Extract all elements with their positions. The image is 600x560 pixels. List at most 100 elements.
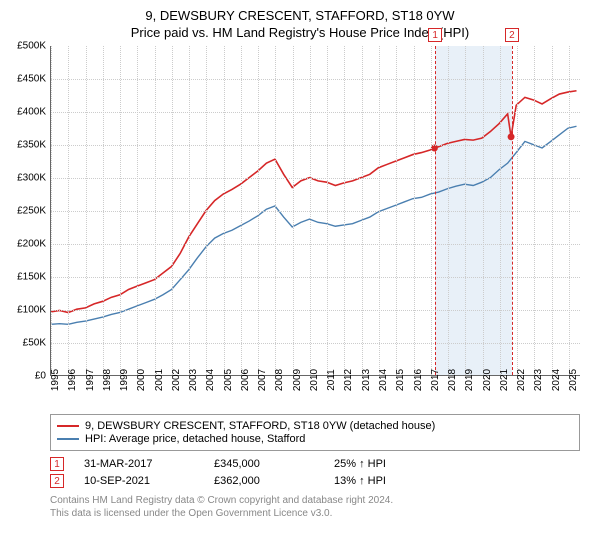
- event-date: 10-SEP-2021: [84, 475, 194, 487]
- gridline-v: [414, 46, 415, 375]
- x-tick-label: 2010: [309, 369, 320, 391]
- gridline-v: [224, 46, 225, 375]
- x-tick-label: 2016: [413, 369, 424, 391]
- x-tick-label: 1995: [50, 369, 61, 391]
- event-row: 2 10-SEP-2021 £362,000 13% ↑ HPI: [50, 474, 580, 488]
- gridline-v: [327, 46, 328, 375]
- x-tick-label: 2017: [430, 369, 441, 391]
- event-price: £345,000: [214, 458, 314, 470]
- x-tick-label: 2008: [274, 369, 285, 391]
- y-tick-label: £50K: [23, 338, 46, 349]
- footer-line-2: This data is licensed under the Open Gov…: [50, 507, 590, 520]
- x-tick-label: 2018: [447, 369, 458, 391]
- event-badge: 1: [50, 457, 64, 471]
- gridline-v: [517, 46, 518, 375]
- gridline-v: [241, 46, 242, 375]
- x-tick-label: 2019: [464, 369, 475, 391]
- gridline-v: [155, 46, 156, 375]
- x-tick-label: 1998: [102, 369, 113, 391]
- gridline-v: [396, 46, 397, 375]
- x-tick-label: 2009: [292, 369, 303, 391]
- legend-label: HPI: Average price, detached house, Staf…: [85, 433, 305, 445]
- gridline-v: [500, 46, 501, 375]
- gridline-v: [120, 46, 121, 375]
- x-tick-label: 2004: [205, 369, 216, 391]
- x-tick-label: 2005: [223, 369, 234, 391]
- legend-swatch: [57, 438, 79, 440]
- x-tick-label: 2021: [499, 369, 510, 391]
- legend-label: 9, DEWSBURY CRESCENT, STAFFORD, ST18 0YW…: [85, 420, 435, 432]
- x-tick-label: 2013: [361, 369, 372, 391]
- gridline-v: [68, 46, 69, 375]
- x-tick-label: 2014: [378, 369, 389, 391]
- footer-line-1: Contains HM Land Registry data © Crown c…: [50, 494, 590, 507]
- gridline-v: [103, 46, 104, 375]
- y-tick-label: £350K: [17, 140, 46, 151]
- event-pct: 25% ↑ HPI: [334, 458, 454, 470]
- x-tick-label: 2001: [154, 369, 165, 391]
- gridline-v: [379, 46, 380, 375]
- y-tick-label: £200K: [17, 239, 46, 250]
- x-tick-label: 2024: [551, 369, 562, 391]
- x-tick-label: 2025: [568, 369, 579, 391]
- gridline-v: [344, 46, 345, 375]
- gridline-v: [569, 46, 570, 375]
- chart-subtitle: Price paid vs. HM Land Registry's House …: [10, 25, 590, 40]
- x-tick-label: 2003: [188, 369, 199, 391]
- x-tick-label: 1996: [67, 369, 78, 391]
- marker-line-1: [435, 46, 436, 375]
- x-tick-label: 2022: [516, 369, 527, 391]
- footer: Contains HM Land Registry data © Crown c…: [50, 494, 590, 520]
- y-tick-label: £0: [35, 371, 46, 382]
- x-tick-label: 2006: [240, 369, 251, 391]
- event-date: 31-MAR-2017: [84, 458, 194, 470]
- y-tick-label: £100K: [17, 305, 46, 316]
- gridline-v: [465, 46, 466, 375]
- x-axis: 1995199619971998199920002001200220032004…: [50, 376, 580, 408]
- gridline-v: [362, 46, 363, 375]
- x-tick-label: 2023: [533, 369, 544, 391]
- x-tick-label: 2011: [326, 369, 337, 391]
- marker-box-2: 2: [505, 28, 519, 42]
- x-tick-label: 2015: [395, 369, 406, 391]
- x-tick-label: 2007: [257, 369, 268, 391]
- y-tick-label: £150K: [17, 272, 46, 283]
- gridline-v: [137, 46, 138, 375]
- events-table: 1 31-MAR-2017 £345,000 25% ↑ HPI 2 10-SEP-202…: [50, 457, 580, 488]
- gridline-v: [86, 46, 87, 375]
- series-property: [51, 91, 577, 313]
- gridline-v: [448, 46, 449, 375]
- x-tick-label: 1997: [85, 369, 96, 391]
- marker-line-2: [512, 46, 513, 375]
- y-tick-label: £450K: [17, 74, 46, 85]
- y-tick-label: £250K: [17, 206, 46, 217]
- event-price: £362,000: [214, 475, 314, 487]
- chart-title: 9, DEWSBURY CRESCENT, STAFFORD, ST18 0YW: [10, 8, 590, 23]
- y-axis: £0£50K£100K£150K£200K£250K£300K£350K£400…: [10, 46, 50, 376]
- x-tick-label: 2020: [482, 369, 493, 391]
- gridline-v: [258, 46, 259, 375]
- gridline-v: [206, 46, 207, 375]
- legend: 9, DEWSBURY CRESCENT, STAFFORD, ST18 0YW…: [50, 414, 580, 451]
- marker-box-1: 1: [428, 28, 442, 42]
- event-pct: 13% ↑ HPI: [334, 475, 454, 487]
- gridline-v: [310, 46, 311, 375]
- chart-area: £0£50K£100K£150K£200K£250K£300K£350K£400…: [50, 46, 580, 376]
- gridline-v: [552, 46, 553, 375]
- gridline-v: [483, 46, 484, 375]
- y-tick-label: £400K: [17, 107, 46, 118]
- x-tick-label: 2012: [343, 369, 354, 391]
- gridline-v: [275, 46, 276, 375]
- x-tick-label: 1999: [119, 369, 130, 391]
- series-hpi: [51, 126, 577, 324]
- legend-row: 9, DEWSBURY CRESCENT, STAFFORD, ST18 0YW…: [57, 420, 573, 432]
- x-tick-label: 2000: [136, 369, 147, 391]
- plot: 12: [50, 46, 580, 376]
- y-tick-label: £300K: [17, 173, 46, 184]
- y-tick-label: £500K: [17, 41, 46, 52]
- legend-swatch: [57, 425, 79, 427]
- event-badge: 2: [50, 474, 64, 488]
- gridline-v: [293, 46, 294, 375]
- gridline-v: [431, 46, 432, 375]
- event-row: 1 31-MAR-2017 £345,000 25% ↑ HPI: [50, 457, 580, 471]
